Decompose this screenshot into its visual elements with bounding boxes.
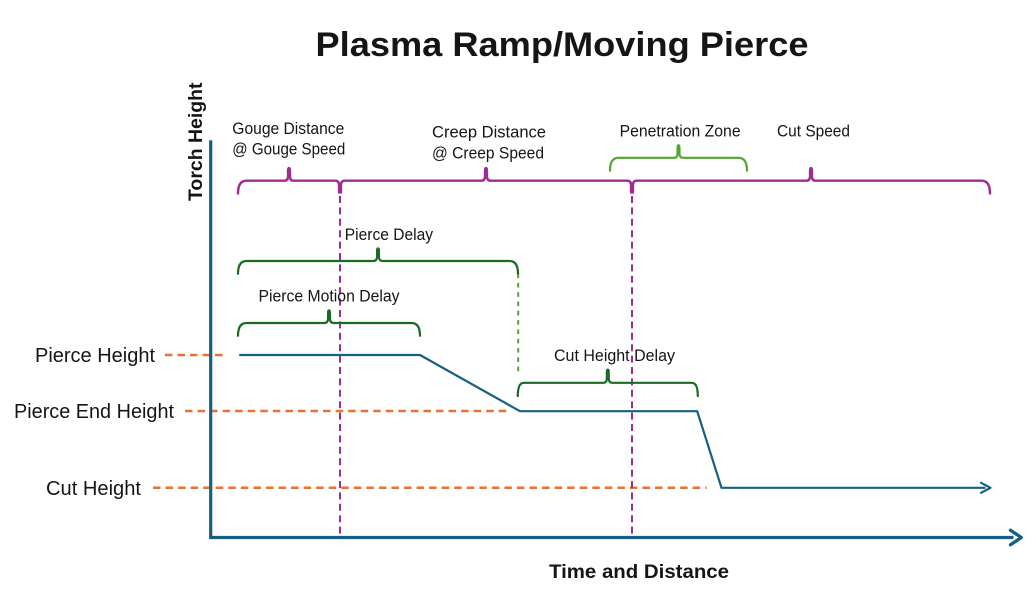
svg-text:Pierce End Height: Pierce End Height	[14, 401, 174, 423]
svg-text:Cut Height: Cut Height	[46, 478, 141, 500]
svg-text:Cut Height Delay: Cut Height Delay	[554, 347, 676, 365]
svg-text:Pierce Motion Delay: Pierce Motion Delay	[259, 287, 401, 305]
svg-text:Cut Speed: Cut Speed	[777, 122, 850, 140]
svg-text:@ Gouge Speed: @ Gouge Speed	[232, 141, 345, 159]
svg-text:Pierce Height: Pierce Height	[35, 345, 155, 367]
svg-text:Gouge Distance: Gouge Distance	[232, 120, 344, 138]
svg-text:@ Creep Speed: @ Creep Speed	[432, 145, 544, 163]
svg-text:Creep Distance: Creep Distance	[432, 124, 546, 142]
svg-text:Penetration Zone: Penetration Zone	[620, 122, 741, 140]
svg-text:Time and Distance: Time and Distance	[549, 562, 729, 583]
svg-text:Pierce Delay: Pierce Delay	[345, 226, 434, 244]
svg-text:Torch Height: Torch Height	[185, 82, 207, 201]
svg-text:Plasma Ramp/Moving Pierce: Plasma Ramp/Moving Pierce	[316, 26, 809, 64]
